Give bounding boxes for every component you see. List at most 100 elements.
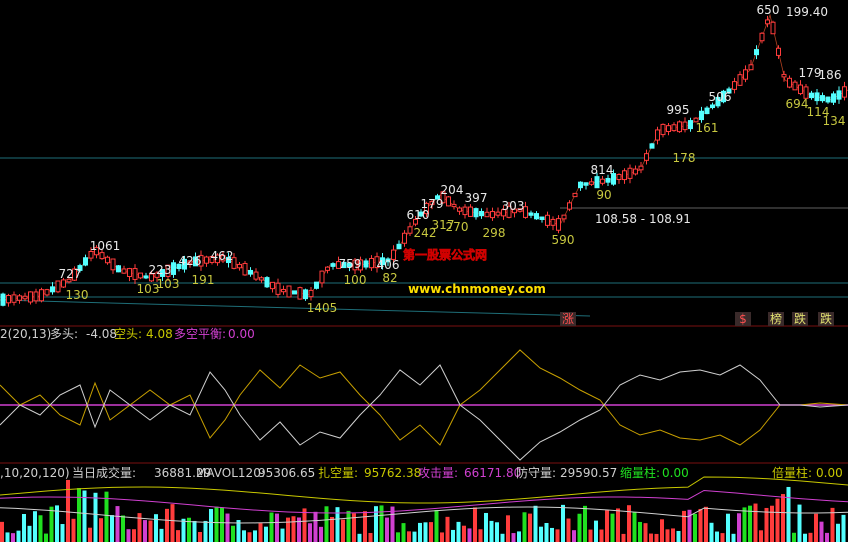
tag: 涨 <box>562 311 574 326</box>
candle <box>803 86 809 99</box>
high-label: 727 <box>59 267 82 281</box>
volume-bar <box>5 532 10 542</box>
volume-bar <box>594 520 598 542</box>
candle <box>385 258 391 263</box>
volume-bar <box>478 529 483 542</box>
volume-bar <box>665 529 670 542</box>
low-label: 114 <box>807 105 830 119</box>
candle <box>286 285 292 298</box>
candle <box>33 291 39 302</box>
candle <box>231 257 237 269</box>
candle <box>627 167 633 179</box>
volume-bar <box>66 479 70 542</box>
tag-box <box>735 312 751 326</box>
candle <box>380 257 385 266</box>
volume-bar <box>357 533 362 542</box>
volume-bar <box>517 531 521 542</box>
candle <box>616 174 622 180</box>
volume-bar <box>49 506 54 542</box>
volume-bar <box>11 533 15 542</box>
volume-bar <box>748 505 752 542</box>
candle <box>66 278 72 283</box>
volume-bar <box>368 532 373 542</box>
volume-bar <box>115 506 120 542</box>
candle <box>325 266 330 271</box>
candle <box>479 210 484 217</box>
high-label: 1061 <box>90 239 121 253</box>
candle <box>160 269 165 277</box>
candle <box>825 96 831 103</box>
candle <box>572 192 578 198</box>
candle <box>204 256 209 264</box>
candle <box>721 90 726 103</box>
volume-bar <box>214 506 219 542</box>
volume-bar <box>187 517 191 542</box>
candle <box>688 120 693 130</box>
high-label: 179 <box>421 197 444 211</box>
volume-bar <box>401 523 406 542</box>
candle <box>748 64 754 71</box>
candle <box>534 213 539 220</box>
candle <box>715 96 721 107</box>
volume-ma <box>0 476 848 504</box>
candle <box>330 263 336 267</box>
volume-bar <box>225 513 230 542</box>
volume-bar <box>775 498 780 542</box>
volume-ma <box>0 506 848 524</box>
indicator-text: 0.00 <box>228 327 255 341</box>
candle <box>220 255 226 262</box>
candle <box>292 290 297 295</box>
candle <box>77 265 83 271</box>
volume-bar <box>676 530 681 542</box>
volume-bar <box>742 507 747 542</box>
candle <box>446 196 451 207</box>
volume-bar <box>291 516 296 542</box>
volume-bar <box>462 525 466 542</box>
candle <box>638 165 644 171</box>
candle <box>726 88 732 94</box>
indicator-text: 95306.65 <box>258 466 315 480</box>
indicator-text: 0.00 <box>816 466 843 480</box>
volume-bar <box>148 520 153 542</box>
volume-bar <box>407 531 411 542</box>
low-label: 178 <box>673 151 696 165</box>
low-label: 161 <box>696 121 719 135</box>
volume-bar <box>242 530 246 542</box>
high-label: 995 <box>667 103 690 117</box>
volume-bar <box>313 511 318 542</box>
volume-bar <box>511 533 516 542</box>
candle <box>22 295 28 300</box>
high-label: 179 <box>799 66 822 80</box>
low-label: 134 <box>823 114 846 128</box>
candle <box>341 261 347 269</box>
candle <box>440 191 446 204</box>
low-label: 1405 <box>307 301 338 315</box>
volume-bar <box>220 507 224 542</box>
volume-bar <box>698 508 703 542</box>
candle <box>506 205 512 218</box>
candle <box>424 202 429 215</box>
tag: 跌 <box>820 311 832 326</box>
volume-bar <box>390 506 395 542</box>
trend-line <box>0 299 591 317</box>
volume-bar <box>16 530 21 542</box>
candle <box>127 268 132 277</box>
volume-bar <box>126 529 131 542</box>
candle <box>226 256 231 264</box>
volume-bar <box>60 524 65 542</box>
candle <box>72 268 77 281</box>
high-label: 406 <box>377 258 400 272</box>
volume-bar <box>44 533 48 542</box>
volume-bar <box>93 492 98 542</box>
volume-bar <box>654 533 659 542</box>
candle <box>699 110 704 121</box>
volume-bar <box>808 532 813 542</box>
candle <box>484 211 490 218</box>
indicator-text: 0.00 <box>662 466 689 480</box>
volume-bar <box>280 528 285 542</box>
tag-box <box>768 312 784 326</box>
volume-bar <box>352 513 356 542</box>
candle <box>198 254 204 267</box>
candle <box>363 260 369 268</box>
candle <box>396 243 402 250</box>
